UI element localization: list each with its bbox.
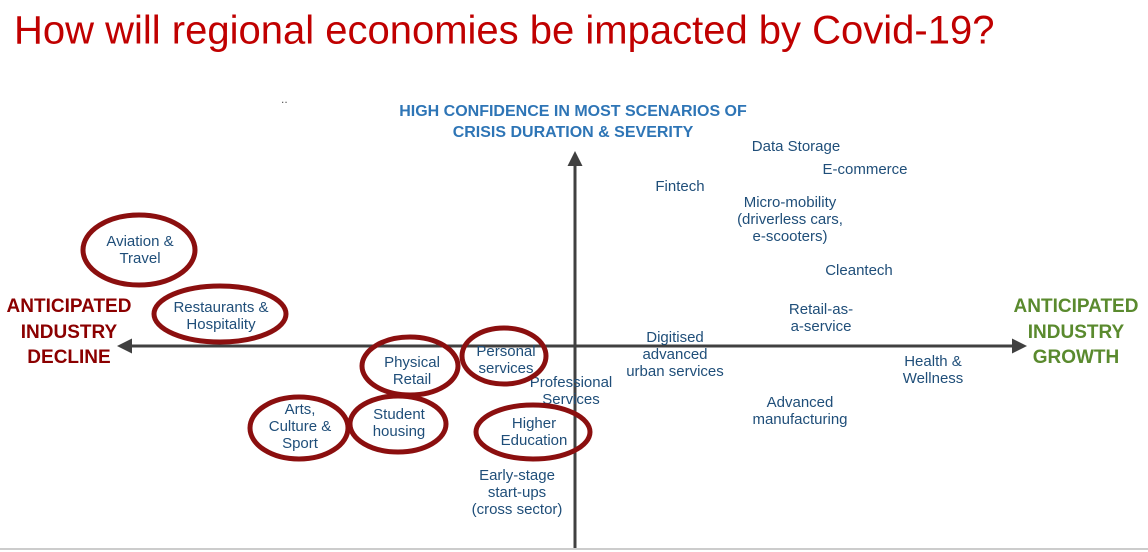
highlight-circle	[473, 402, 593, 462]
industry-label: Retail	[393, 371, 431, 388]
industry-label: Retail-as-	[789, 301, 853, 318]
industry-label: Higher	[512, 415, 556, 432]
industry-label: (driverless cars,	[737, 211, 843, 228]
right-label: GROWTH	[1033, 347, 1120, 368]
industry-label: Professional	[530, 374, 613, 391]
note: ..	[281, 92, 288, 106]
highlight-circle	[347, 393, 449, 455]
industry-label: Data Storage	[752, 138, 840, 155]
top-label: CRISIS DURATION & SEVERITY	[453, 124, 694, 141]
industry-label: services	[478, 360, 533, 377]
industry-label: Hospitality	[186, 316, 256, 333]
top-label: HIGH CONFIDENCE IN MOST SCENARIOS OF	[399, 103, 747, 120]
industry-label: Education	[501, 432, 568, 449]
industry-label: Personal	[476, 343, 535, 360]
left-label: DECLINE	[27, 347, 110, 368]
industry-label: advanced	[642, 346, 707, 363]
highlight-circle	[80, 212, 198, 288]
industry-label: start-ups	[488, 484, 546, 501]
industry-label: Culture &	[269, 418, 332, 435]
left-label: INDUSTRY	[21, 322, 118, 343]
industry-label: Student	[373, 406, 426, 423]
industry-label: a-service	[791, 318, 852, 335]
industry-label: Services	[542, 391, 600, 408]
industry-label: urban services	[626, 363, 724, 380]
industry-label: (cross sector)	[472, 501, 563, 518]
right-label: INDUSTRY	[1028, 322, 1125, 343]
industry-label: Micro-mobility	[744, 194, 837, 211]
industry-label: Wellness	[903, 370, 964, 387]
industry-label: E-commerce	[822, 161, 907, 178]
right-label: ANTICIPATED	[1014, 296, 1139, 317]
industry-label: Health &	[904, 353, 962, 370]
title: How will regional economies be impacted …	[14, 9, 995, 53]
industry-label: Arts,	[285, 401, 316, 418]
industry-label: Aviation &	[106, 233, 173, 250]
left-label: ANTICIPATED	[7, 296, 132, 317]
industry-label: Sport	[282, 435, 319, 452]
industry-label: e-scooters)	[752, 228, 827, 245]
industry-label: Digitised	[646, 329, 704, 346]
highlight-circle	[151, 283, 289, 345]
industry-label: Travel	[119, 250, 160, 267]
highlight-circle	[459, 325, 549, 387]
industry-label: Advanced	[767, 394, 834, 411]
industry-label: Early-stage	[479, 467, 555, 484]
industry-label: manufacturing	[752, 411, 847, 428]
industry-label: Cleantech	[825, 262, 893, 279]
industry-label: Restaurants &	[173, 299, 268, 316]
industry-label: Physical	[384, 354, 440, 371]
industry-label: housing	[373, 423, 426, 440]
industry-label: Fintech	[655, 178, 704, 195]
